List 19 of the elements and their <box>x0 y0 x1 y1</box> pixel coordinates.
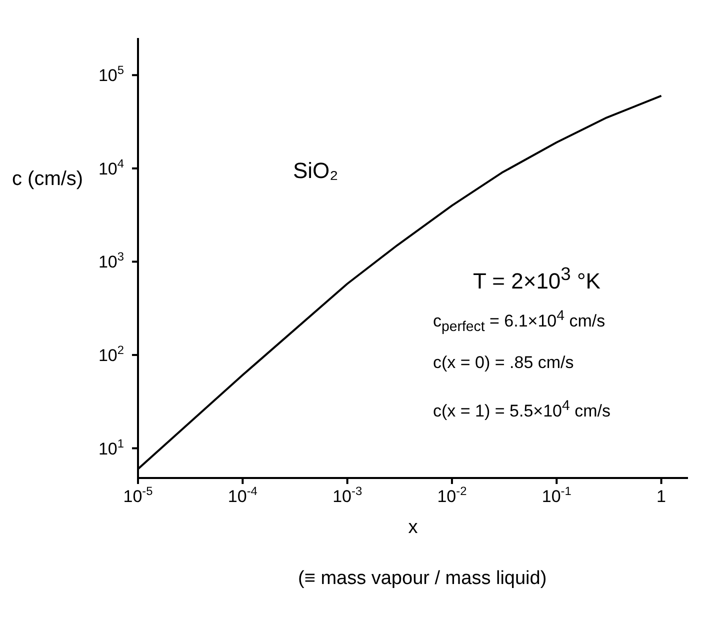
text: (≡ mass vapour / mass liquid) <box>298 568 547 590</box>
x-tick-label: 10$^{-2}$ <box>437 484 468 506</box>
x-tick-label: 10$^{-5}$ <box>123 484 154 506</box>
annotation: SiO₂ <box>293 158 338 184</box>
x-axis-title: x <box>408 517 418 538</box>
y-tick-label: 10$^{2}$ <box>98 342 124 365</box>
annotation: c(x = 0) = .85 cm/s <box>433 353 574 373</box>
x-tick-label: 1 <box>656 487 666 506</box>
y-tick-label: 10$^{1}$ <box>98 436 124 458</box>
annotation: T = 2×10$^{3}$ °K <box>473 263 600 294</box>
y-tick-label: 10$^{5}$ <box>98 63 124 86</box>
x-tick-label: 10$^{-4}$ <box>228 484 258 506</box>
y-tick-label: 10$^{3}$ <box>98 250 124 272</box>
x-tick-label: 10$^{-3}$ <box>332 484 362 506</box>
annotation: c$_{perfect}$ = 6.1×10$^{4}$ cm/s <box>433 308 606 336</box>
annotation: c(x = 1) = 5.5×10$^{4}$ cm/s <box>433 398 610 422</box>
y-tick-label: 10$^{4}$ <box>98 156 124 178</box>
x-tick-label: 10$^{-1}$ <box>542 484 572 506</box>
y-axis-title: c (cm/s) <box>12 168 84 191</box>
